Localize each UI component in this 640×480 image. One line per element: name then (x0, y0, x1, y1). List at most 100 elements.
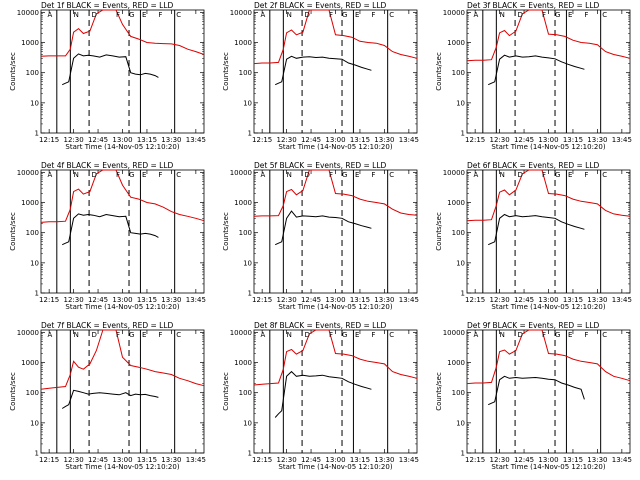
x-axis-label: Start Time (14-Nov-05 12:10:20) (278, 463, 392, 471)
state-letter: A (261, 171, 266, 179)
state-letter: F (371, 171, 375, 179)
state-letter: E (568, 331, 572, 339)
state-letter: D (305, 171, 310, 179)
x-tick-label: 12:15 (39, 456, 59, 464)
y-axis-label: Counts/sec (9, 52, 17, 91)
x-tick-label: 12:45 (301, 136, 321, 144)
x-tick-label: 13:30 (587, 296, 607, 304)
y-tick-label: 100 (239, 69, 252, 77)
x-tick-label: 12:45 (514, 456, 534, 464)
x-tick-label: 12:30 (490, 296, 510, 304)
state-letter: F (158, 171, 162, 179)
state-letter: F (116, 171, 120, 179)
lld-series-line (40, 329, 205, 390)
x-tick-label: 12:45 (88, 296, 108, 304)
y-tick-label: 10 (456, 419, 465, 427)
state-letter: C (176, 11, 181, 19)
x-tick-label: 13:00 (538, 296, 558, 304)
x-tick-label: 13:45 (186, 296, 206, 304)
state-letter: A (261, 11, 266, 19)
y-tick-label: 1000 (447, 199, 465, 207)
y-tick-label: 100 (452, 389, 465, 397)
y-tick-label: 100 (452, 229, 465, 237)
y-tick-label: 100 (26, 229, 39, 237)
x-tick-label: 12:30 (64, 296, 84, 304)
chart-title: Det 5f BLACK = Events, RED = LLD (254, 161, 387, 170)
y-axis-label: Counts/sec (435, 372, 443, 411)
chart-title: Det 9f BLACK = Events, RED = LLD (467, 321, 600, 330)
x-tick-label: 13:30 (374, 136, 394, 144)
state-letter: D (92, 171, 97, 179)
x-tick-label: 12:15 (252, 296, 272, 304)
events-series-line (487, 54, 585, 86)
state-letter: E (355, 331, 359, 339)
plot-frame (466, 9, 631, 134)
events-series-line (487, 375, 585, 406)
x-axis-label: Start Time (14-Nov-05 12:10:20) (278, 143, 392, 151)
y-tick-label: 10 (243, 259, 252, 267)
state-letter: D (518, 171, 523, 179)
x-axis-label: Start Time (14-Nov-05 12:10:20) (491, 143, 605, 151)
state-letter: C (602, 331, 607, 339)
y-tick-label: 1000 (447, 39, 465, 47)
x-tick-label: 12:45 (88, 456, 108, 464)
x-tick-label: 12:15 (252, 136, 272, 144)
y-axis-label: Counts/sec (435, 212, 443, 251)
state-letter: F (584, 171, 588, 179)
state-letter: C (389, 11, 394, 19)
state-letter: A (48, 171, 53, 179)
state-letter: C (389, 331, 394, 339)
state-letter: G (555, 171, 560, 179)
state-letter: C (602, 11, 607, 19)
x-tick-label: 13:45 (612, 296, 632, 304)
state-letter: F (584, 331, 588, 339)
x-tick-label: 12:15 (465, 296, 485, 304)
y-tick-label: 100 (26, 389, 39, 397)
detector-panel-2: Det 2f BLACK = Events, RED = LLD 1 10 100 10… (222, 1, 419, 151)
x-tick-label: 13:00 (325, 136, 345, 144)
state-letter: F (158, 331, 162, 339)
state-letter: F (371, 331, 375, 339)
y-axis-label: Counts/sec (9, 212, 17, 251)
x-tick-label: 13:45 (399, 456, 419, 464)
chart-title: Det 6f BLACK = Events, RED = LLD (467, 161, 600, 170)
x-tick-label: 13:15 (350, 296, 370, 304)
state-letter: F (329, 331, 333, 339)
x-tick-label: 13:00 (538, 136, 558, 144)
state-letter: G (129, 11, 134, 19)
state-letter: F (329, 11, 333, 19)
state-letter: C (176, 171, 181, 179)
state-letter: D (305, 331, 310, 339)
plot-frame (253, 9, 418, 134)
x-tick-label: 12:30 (64, 136, 84, 144)
state-letter: N (500, 171, 505, 179)
lld-series-line (253, 9, 418, 65)
state-letter: G (342, 11, 347, 19)
y-tick-label: 1000 (234, 39, 252, 47)
state-letter: G (555, 331, 560, 339)
events-series-line (487, 213, 585, 246)
plot-frame (253, 329, 418, 454)
state-letter: N (287, 331, 292, 339)
y-tick-label: 100 (26, 69, 39, 77)
lld-series-line (466, 169, 631, 222)
x-tick-label: 13:45 (186, 136, 206, 144)
x-axis-label: Start Time (14-Nov-05 12:10:20) (65, 463, 179, 471)
x-tick-label: 13:45 (612, 136, 632, 144)
x-axis-label: Start Time (14-Nov-05 12:10:20) (491, 463, 605, 471)
y-axis-label: Counts/sec (222, 52, 230, 91)
detector-panel-4: Det 4f BLACK = Events, RED = LLD 1 10 100 10… (9, 161, 206, 311)
plot-frame (466, 329, 631, 454)
y-tick-label: 10 (456, 259, 465, 267)
state-letter: G (342, 171, 347, 179)
y-tick-label: 10000 (230, 329, 252, 337)
state-letter: C (389, 171, 394, 179)
x-tick-label: 13:30 (161, 456, 181, 464)
y-tick-label: 100 (239, 389, 252, 397)
plot-frame (466, 169, 631, 294)
x-tick-label: 13:15 (350, 136, 370, 144)
x-tick-label: 13:00 (112, 136, 132, 144)
events-series-line (61, 213, 159, 246)
state-letter: F (371, 11, 375, 19)
state-letter: D (518, 331, 523, 339)
